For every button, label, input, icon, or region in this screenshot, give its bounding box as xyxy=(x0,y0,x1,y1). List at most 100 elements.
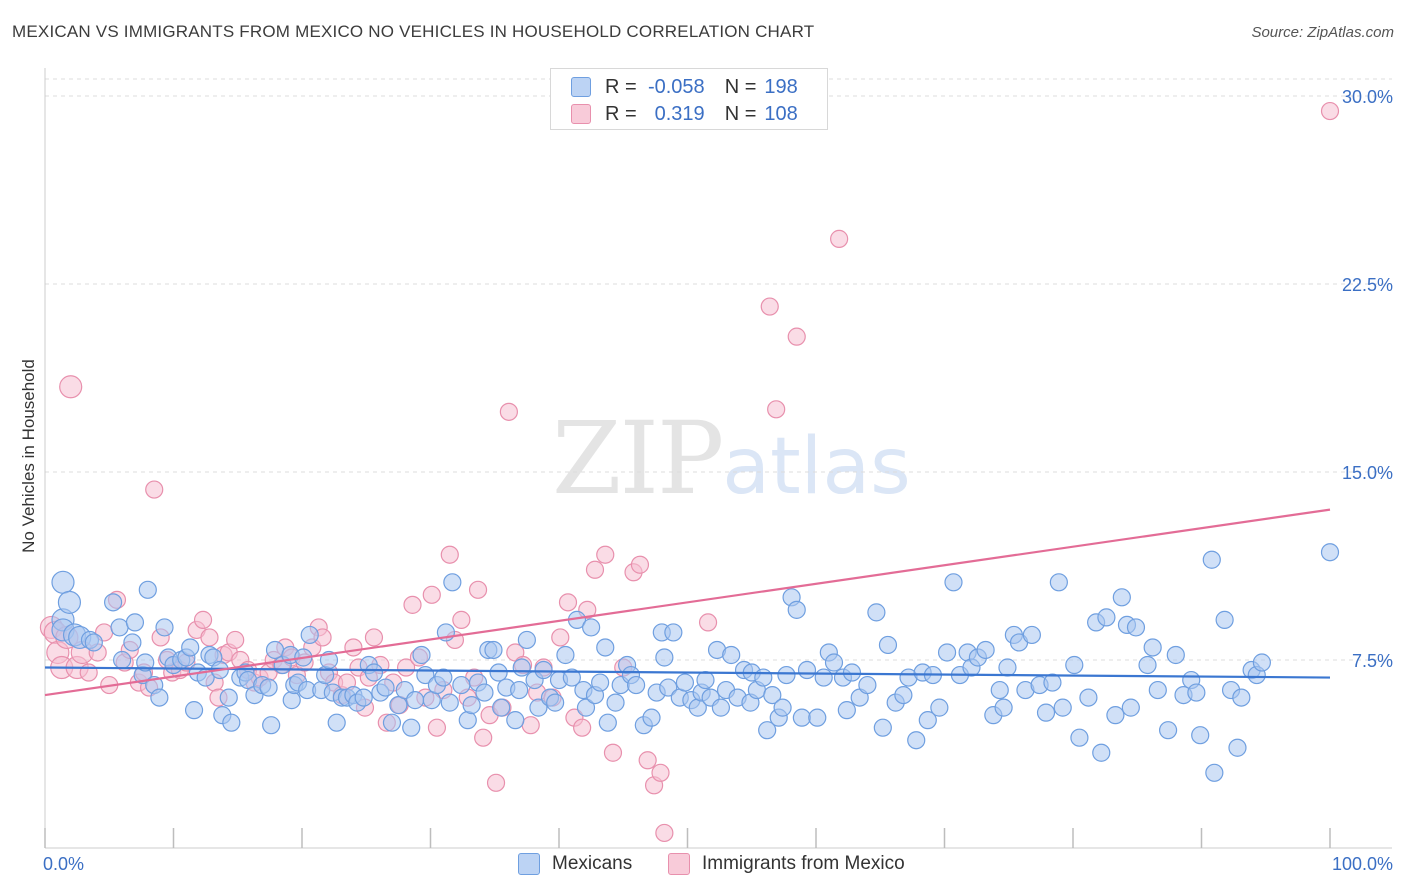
immigrants-point xyxy=(422,585,441,604)
mexicans-point xyxy=(1320,543,1340,562)
immigrants-point xyxy=(638,751,657,770)
mexicans-point xyxy=(1049,573,1068,592)
stats-legend: R = -0.058 N = 198 R = 0.319 N = 108 xyxy=(550,68,828,130)
mexicans-point xyxy=(489,663,508,682)
mexicans-point xyxy=(405,691,425,710)
mexicans-point xyxy=(1079,688,1098,707)
mexicans-point xyxy=(259,678,278,697)
mexicans-point xyxy=(1138,655,1157,675)
mexicans-point xyxy=(1112,588,1131,607)
mexicans-point xyxy=(894,685,913,705)
legend-item-mexicans[interactable]: Mexicans xyxy=(518,850,632,878)
mexicans-point xyxy=(1143,638,1162,657)
mexicans-point xyxy=(440,693,459,712)
n-label: N = xyxy=(724,102,757,125)
mexicans-point xyxy=(787,600,806,619)
mexicans-point xyxy=(711,698,731,717)
mexicans-point xyxy=(155,618,174,637)
mexicans-point xyxy=(1036,703,1056,722)
mexicans-point xyxy=(1092,743,1111,762)
mexicans-point xyxy=(907,731,926,750)
mexicans-point xyxy=(1070,728,1089,747)
mexicans-point xyxy=(918,711,937,730)
mexicans-point xyxy=(626,675,646,695)
mexicans-point xyxy=(562,668,581,687)
immigrants-point xyxy=(468,580,488,599)
mexicans-point xyxy=(389,696,408,715)
immigrants-point xyxy=(1320,101,1340,121)
immigrants-trendline xyxy=(44,508,1331,697)
y-tick-label: 22.5% xyxy=(1342,275,1393,295)
mexicans-point xyxy=(51,570,75,594)
immigrants-point xyxy=(698,613,718,632)
mexicans-point xyxy=(136,653,155,672)
mexicans-point xyxy=(867,603,886,622)
y-tick-label: 30.0% xyxy=(1342,87,1393,107)
y-tick-label: 15.0% xyxy=(1342,463,1393,483)
mexicans-point xyxy=(422,691,441,710)
mexicans-swatch xyxy=(571,77,591,97)
mexicans-point xyxy=(814,668,833,687)
mexicans-point xyxy=(492,698,511,717)
mexicans-point xyxy=(84,633,103,652)
mexicans-point xyxy=(475,683,494,702)
mexicans-point xyxy=(598,713,617,732)
mexicans-legend-swatch xyxy=(518,853,540,875)
mexicans-point xyxy=(434,668,453,687)
mexicans-point xyxy=(1158,721,1178,740)
immigrants-point xyxy=(59,375,83,399)
mexicans-point xyxy=(937,643,957,662)
immigrants-point xyxy=(427,718,447,737)
mexicans-point xyxy=(556,645,575,665)
mexicans-point xyxy=(642,708,661,727)
mexicans-point xyxy=(282,691,301,710)
mexicans-point xyxy=(110,618,129,637)
x-tick-label: 0.0% xyxy=(43,854,84,874)
mexicans-point xyxy=(878,635,898,655)
mexicans-point xyxy=(976,640,995,660)
mexicans-point xyxy=(443,573,462,592)
mexicans-point xyxy=(184,701,204,720)
mexicans-point xyxy=(546,693,565,712)
mexicans-point xyxy=(576,698,596,717)
mexicans-point xyxy=(773,698,792,717)
r-value: 0.319 xyxy=(654,102,705,125)
mexicans-point xyxy=(382,713,402,732)
immigrants-point xyxy=(630,555,650,574)
mexicans-point xyxy=(944,573,963,592)
mexicans-point xyxy=(1252,653,1271,672)
mexicans-point xyxy=(300,625,319,645)
mexicans-point xyxy=(222,713,241,732)
mexicans-point xyxy=(994,698,1013,717)
mexicans-point xyxy=(452,675,471,695)
mexicans-point xyxy=(1121,698,1140,717)
watermark-zip: ZIP xyxy=(552,400,724,517)
chart-title: MEXICAN VS IMMIGRANTS FROM MEXICO NO VEH… xyxy=(12,22,815,41)
mexicans-point xyxy=(596,638,615,657)
legend-label-mexicans: Mexicans xyxy=(552,853,633,874)
mexicans-point xyxy=(262,716,281,735)
mexicans-point xyxy=(484,640,503,660)
mexicans-point xyxy=(458,711,477,730)
mexicans-point xyxy=(402,718,421,737)
r-label: R = xyxy=(605,102,637,125)
mexicans-point xyxy=(582,618,601,637)
mexicans-point xyxy=(1202,550,1221,569)
mexicans-point xyxy=(1205,763,1224,782)
mexicans-point xyxy=(837,701,856,720)
legend-item-immigrants[interactable]: Immigrants from Mexico xyxy=(668,850,905,878)
immigrants-point xyxy=(551,628,570,647)
mexicans-point xyxy=(150,688,169,707)
immigrants-point xyxy=(452,610,471,629)
immigrants-point xyxy=(521,716,540,735)
mexicans-point xyxy=(1022,625,1041,645)
immigrants-point xyxy=(596,545,615,564)
immigrants-point xyxy=(79,663,98,682)
mexicans-point xyxy=(1187,683,1206,702)
mexicans-point xyxy=(510,680,529,700)
immigrants-point xyxy=(474,728,493,747)
mexicans-point xyxy=(824,653,844,672)
mexicans-point xyxy=(327,713,346,732)
mexicans-point xyxy=(696,670,715,690)
